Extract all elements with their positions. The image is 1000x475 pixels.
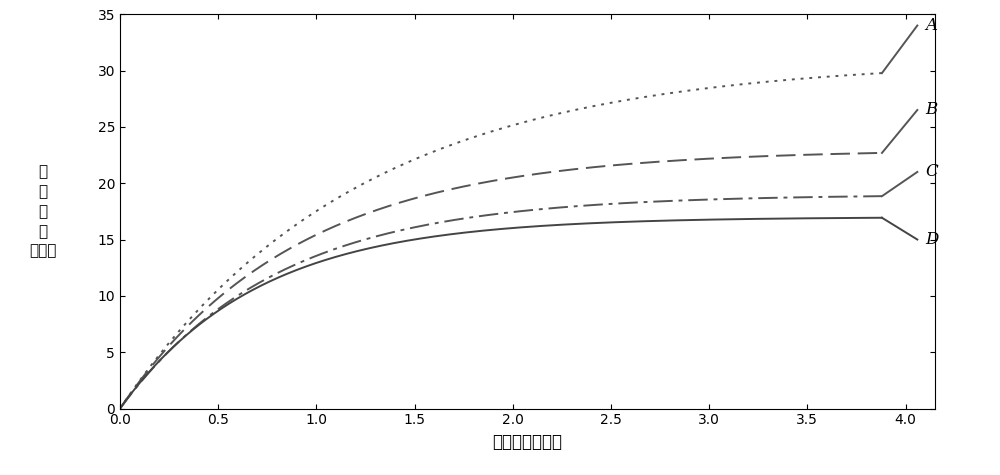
X-axis label: 制动时间（秒）: 制动时间（秒） [492,433,562,451]
Text: A: A [925,17,937,34]
Text: C: C [925,163,938,180]
Text: 制
动
距
离
（米）: 制 动 距 离 （米） [29,164,56,258]
Text: D: D [925,231,939,248]
Text: B: B [925,102,937,118]
